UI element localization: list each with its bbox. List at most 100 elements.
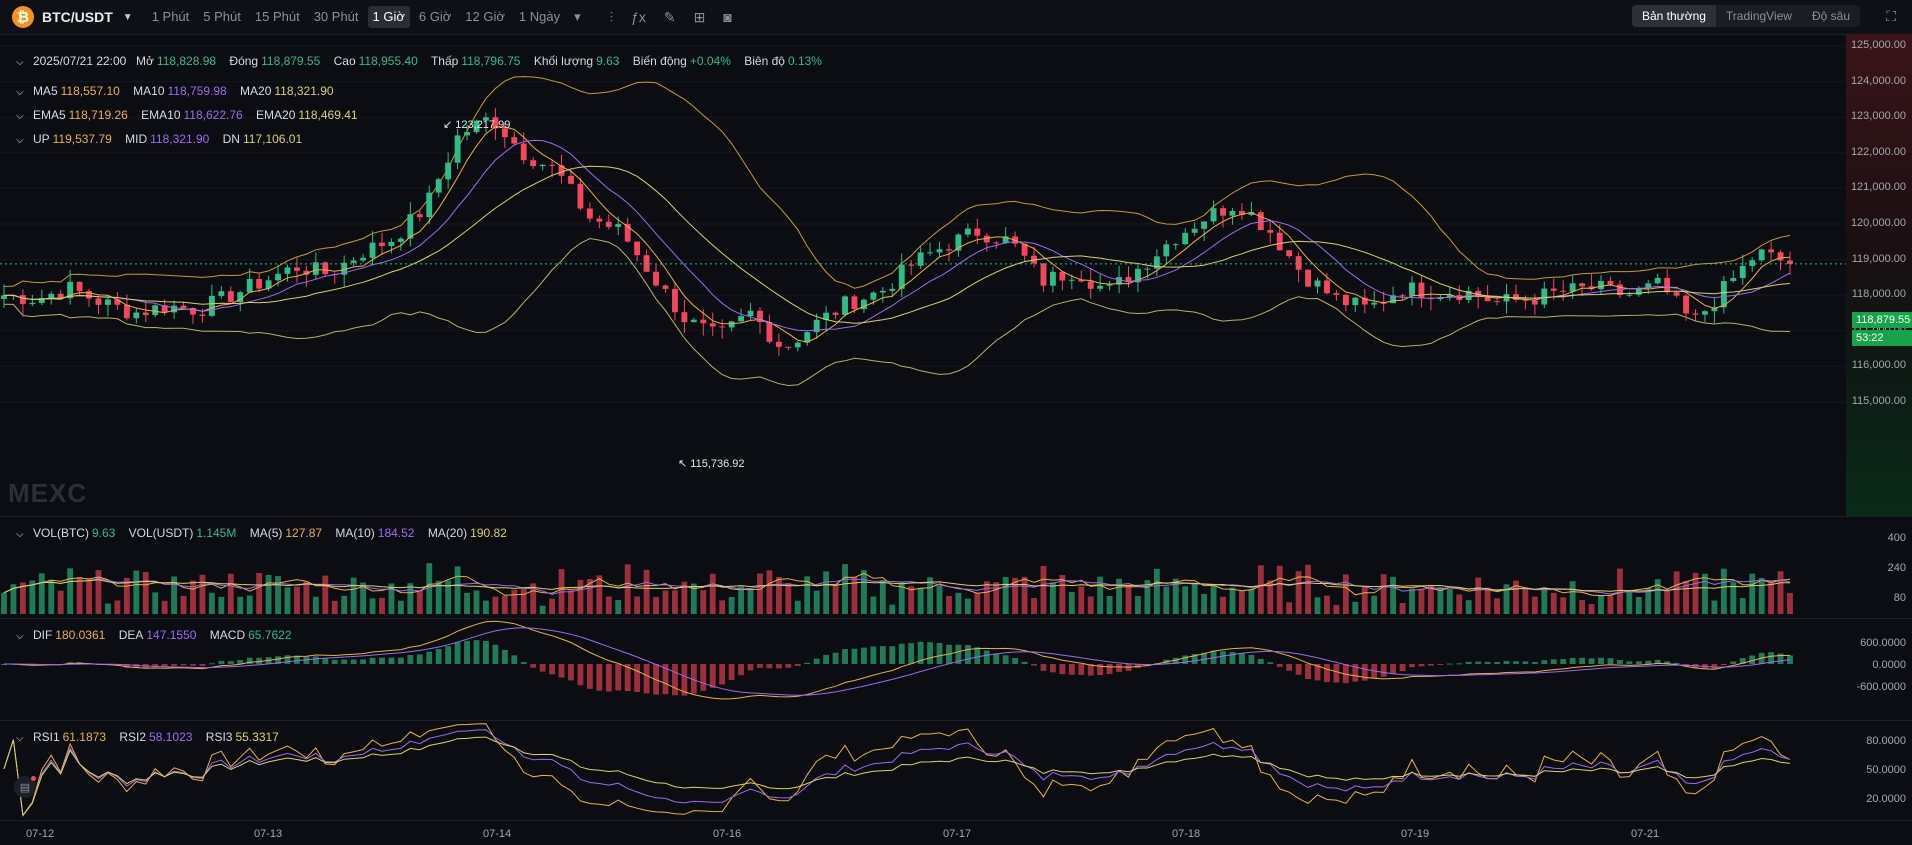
macd-histogram-bar <box>369 657 376 664</box>
macd-legend: ⌵ DIF 180.0361 DEA 147.1550 MACD 65.7622 <box>16 628 302 642</box>
timeframe-5m[interactable]: 5 Phút <box>203 9 241 24</box>
chevron-down-icon[interactable]: ⌵ <box>16 135 24 146</box>
candle-body <box>823 312 830 320</box>
volume-bar <box>1191 583 1198 614</box>
macd-label: MACD <box>209 628 246 642</box>
volume-bar <box>672 590 678 614</box>
macd-histogram-bar <box>974 647 981 664</box>
countdown-tag: 53:22 <box>1852 330 1912 346</box>
volume-bar <box>1692 572 1699 614</box>
date-tick: 07-18 <box>1172 828 1201 840</box>
candle-body <box>360 257 367 261</box>
pane-divider[interactable] <box>0 720 1912 721</box>
indicator-icon[interactable]: ƒx <box>631 8 646 25</box>
candle-body <box>227 291 234 303</box>
volume-bar <box>483 600 489 614</box>
macd-histogram-bar <box>1068 664 1075 675</box>
candle-body <box>1068 279 1075 281</box>
volume-bar <box>917 588 924 614</box>
candle-body <box>133 312 140 319</box>
candle-body <box>1607 281 1614 285</box>
draw-pencil-icon[interactable]: ✎ <box>663 8 676 25</box>
boll-lower <box>3 237 1791 387</box>
candle-body <box>1787 260 1793 264</box>
volume-bar <box>171 576 178 614</box>
volume-bar <box>1437 587 1444 614</box>
volume-bar <box>1475 577 1482 614</box>
volume-bar <box>1040 565 1047 614</box>
candle-body <box>870 292 877 300</box>
macd-histogram-bar <box>218 661 225 664</box>
chevron-down-icon[interactable]: ▼ <box>122 11 133 23</box>
volume-bar <box>1598 595 1604 614</box>
macd-histogram-bar <box>1720 664 1727 665</box>
macd-histogram-bar <box>379 657 385 664</box>
candle-settings-icon[interactable]: ⫶ <box>609 8 614 25</box>
candle-body <box>1569 283 1576 292</box>
pane-divider[interactable] <box>0 618 1912 619</box>
timeframe-1d[interactable]: 1 Ngày <box>518 9 561 24</box>
pane-divider[interactable] <box>0 516 1912 517</box>
layout-grid-icon[interactable]: ⊞ <box>693 8 706 25</box>
chevron-down-icon[interactable]: ⌵ <box>16 57 24 68</box>
chevron-down-icon[interactable]: ⌵ <box>16 111 24 122</box>
macd-histogram-bar <box>1626 661 1633 664</box>
candle-body <box>681 312 688 323</box>
timeframe-30m[interactable]: 30 Phút <box>313 9 359 24</box>
candle-body <box>1172 244 1179 246</box>
bollinger-bands <box>3 76 1791 387</box>
macd-histogram-bar <box>1342 664 1349 684</box>
volume-bar <box>161 600 168 614</box>
candle-body <box>199 314 206 316</box>
volume-bars <box>1 563 1793 614</box>
chevron-down-icon[interactable]: ⌵ <box>16 529 24 540</box>
timeframe-1h[interactable]: 1 Giờ <box>367 6 410 28</box>
timeframe-15m[interactable]: 15 Phút <box>254 9 300 24</box>
volume-bar <box>955 592 962 614</box>
chart-layers-icon[interactable]: ▤ <box>14 776 36 798</box>
candle-body <box>350 260 357 263</box>
candle-body <box>1409 282 1415 296</box>
macd-histogram-bar <box>766 664 773 669</box>
timeframe-12h[interactable]: 12 Giờ <box>465 9 505 24</box>
view-depth-tab[interactable]: Độ sâu <box>1811 9 1850 23</box>
pair-selector[interactable]: BTC/USDT <box>42 9 113 25</box>
volume-bar <box>407 583 414 614</box>
boll-up-value: 119,537.79 <box>52 132 112 146</box>
candle-body <box>1749 260 1756 266</box>
timeframe-dropdown-icon[interactable]: ▾ <box>574 9 581 24</box>
macd-histogram-bar <box>1116 664 1122 672</box>
macd-histogram-bar <box>133 664 140 669</box>
chevron-down-icon[interactable]: ⌵ <box>16 631 24 642</box>
volume-bar <box>218 596 225 614</box>
macd-histogram-bar <box>1550 659 1557 664</box>
view-basic-tab[interactable]: Bản thường <box>1631 5 1716 27</box>
chevron-down-icon[interactable]: ⌵ <box>16 87 24 98</box>
volume-bar <box>1220 596 1226 614</box>
candle-body <box>208 295 215 316</box>
candle-body <box>539 164 546 167</box>
price-chart[interactable] <box>0 34 1912 845</box>
camera-icon[interactable]: ◙ <box>723 8 732 25</box>
volume-bar <box>199 574 206 614</box>
date-tick: 07-16 <box>713 828 742 840</box>
view-tradingview-tab[interactable]: TradingView <box>1725 9 1792 23</box>
volume-bar <box>1513 580 1519 614</box>
timeframe-6h[interactable]: 6 Giờ <box>418 9 452 24</box>
fullscreen-icon[interactable]: ⛶ <box>1886 8 1896 24</box>
candle-body <box>860 299 867 310</box>
volume-bar <box>1446 588 1453 614</box>
candle-body <box>946 249 952 251</box>
volume-bar <box>1399 602 1406 614</box>
timeframe-1m[interactable]: 1 Phút <box>151 9 190 24</box>
volume-bar <box>709 573 716 614</box>
volume-bar <box>1163 586 1170 614</box>
candle-body <box>445 162 452 180</box>
volume-bar <box>1768 580 1775 614</box>
candle-body <box>757 310 763 323</box>
macd-histogram-bar <box>1749 655 1756 664</box>
chevron-down-icon[interactable]: ⌵ <box>16 733 24 744</box>
macd-histogram-bar <box>1513 661 1519 664</box>
change-label: Biến động <box>632 54 687 68</box>
top-toolbar: ₿ BTC/USDT ▼ 1 Phút 5 Phút 15 Phút 30 Ph… <box>0 0 1912 35</box>
